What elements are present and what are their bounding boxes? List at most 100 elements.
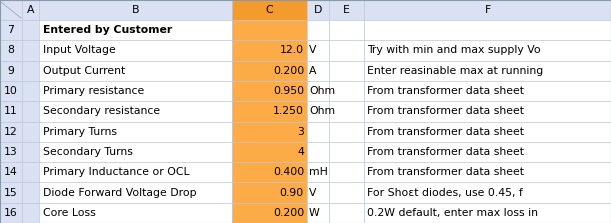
Bar bbox=[39, 142, 232, 162]
Bar bbox=[232, 0, 307, 20]
Text: 4: 4 bbox=[297, 147, 304, 157]
Bar bbox=[0, 182, 22, 203]
Bar bbox=[307, 20, 329, 40]
Bar bbox=[364, 162, 611, 182]
Bar bbox=[39, 122, 232, 142]
Bar bbox=[22, 61, 39, 81]
Text: 11: 11 bbox=[4, 106, 18, 116]
Bar bbox=[22, 0, 39, 20]
Text: Secondary resistance: Secondary resistance bbox=[43, 106, 160, 116]
Text: 0.200: 0.200 bbox=[273, 66, 304, 76]
Bar bbox=[39, 101, 232, 122]
Bar bbox=[232, 203, 307, 223]
Text: W: W bbox=[309, 208, 320, 218]
Bar bbox=[232, 142, 307, 162]
Bar bbox=[22, 20, 39, 40]
Bar bbox=[307, 40, 329, 61]
Text: Input Voltage: Input Voltage bbox=[43, 45, 115, 56]
Bar bbox=[329, 203, 364, 223]
Bar bbox=[364, 61, 611, 81]
Bar bbox=[232, 81, 307, 101]
Text: For Shoεt diodes, use 0.45, f: For Shoεt diodes, use 0.45, f bbox=[367, 188, 523, 198]
Bar bbox=[329, 162, 364, 182]
Text: 10: 10 bbox=[4, 86, 18, 96]
Text: 12: 12 bbox=[4, 127, 18, 137]
Bar bbox=[307, 203, 329, 223]
Text: 0.200: 0.200 bbox=[273, 208, 304, 218]
Text: Entered by Customer: Entered by Customer bbox=[43, 25, 172, 35]
Text: 14: 14 bbox=[4, 167, 18, 177]
Bar bbox=[39, 20, 232, 40]
Bar bbox=[307, 81, 329, 101]
Text: Secondary Turns: Secondary Turns bbox=[43, 147, 133, 157]
Bar bbox=[0, 40, 22, 61]
Bar bbox=[0, 81, 22, 101]
Bar bbox=[329, 40, 364, 61]
Text: 0.400: 0.400 bbox=[273, 167, 304, 177]
Text: 12.0: 12.0 bbox=[280, 45, 304, 56]
Text: V: V bbox=[309, 188, 316, 198]
Bar bbox=[39, 40, 232, 61]
Text: 0.90: 0.90 bbox=[280, 188, 304, 198]
Text: 3: 3 bbox=[297, 127, 304, 137]
Text: A: A bbox=[27, 5, 34, 15]
Bar bbox=[307, 61, 329, 81]
Bar bbox=[329, 101, 364, 122]
Text: 16: 16 bbox=[4, 208, 18, 218]
Text: 0.2W default, enter max loss in: 0.2W default, enter max loss in bbox=[367, 208, 538, 218]
Bar bbox=[22, 182, 39, 203]
Bar bbox=[364, 182, 611, 203]
Bar bbox=[364, 20, 611, 40]
Bar bbox=[0, 122, 22, 142]
Text: Enter reasinable max at running: Enter reasinable max at running bbox=[367, 66, 543, 76]
Bar bbox=[364, 122, 611, 142]
Bar bbox=[39, 0, 232, 20]
Text: From transformer data sheet: From transformer data sheet bbox=[367, 167, 524, 177]
Bar bbox=[364, 101, 611, 122]
Text: 15: 15 bbox=[4, 188, 18, 198]
Text: Ohm: Ohm bbox=[309, 86, 335, 96]
Text: mH: mH bbox=[309, 167, 328, 177]
Bar bbox=[232, 162, 307, 182]
Text: From transformer data sheet: From transformer data sheet bbox=[367, 147, 524, 157]
Bar bbox=[232, 20, 307, 40]
Text: D: D bbox=[314, 5, 322, 15]
Bar bbox=[329, 122, 364, 142]
Bar bbox=[329, 0, 364, 20]
Text: Output Current: Output Current bbox=[43, 66, 125, 76]
Bar bbox=[22, 40, 39, 61]
Bar bbox=[364, 142, 611, 162]
Bar bbox=[39, 81, 232, 101]
Bar bbox=[0, 142, 22, 162]
Bar bbox=[39, 203, 232, 223]
Bar bbox=[307, 182, 329, 203]
Bar bbox=[329, 61, 364, 81]
Bar bbox=[307, 142, 329, 162]
Bar bbox=[364, 81, 611, 101]
Bar bbox=[39, 182, 232, 203]
Bar bbox=[22, 162, 39, 182]
Bar bbox=[364, 203, 611, 223]
Text: 13: 13 bbox=[4, 147, 18, 157]
Text: F: F bbox=[485, 5, 491, 15]
Text: From transformer data sheet: From transformer data sheet bbox=[367, 86, 524, 96]
Bar bbox=[329, 81, 364, 101]
Bar bbox=[0, 61, 22, 81]
Bar bbox=[0, 20, 22, 40]
Bar bbox=[232, 101, 307, 122]
Text: Primary Turns: Primary Turns bbox=[43, 127, 117, 137]
Bar bbox=[39, 162, 232, 182]
Bar bbox=[22, 81, 39, 101]
Bar bbox=[329, 142, 364, 162]
Text: From transformer data sheet: From transformer data sheet bbox=[367, 106, 524, 116]
Text: Core Loss: Core Loss bbox=[43, 208, 96, 218]
Text: 8: 8 bbox=[7, 45, 15, 56]
Bar bbox=[307, 122, 329, 142]
Bar bbox=[22, 203, 39, 223]
Bar bbox=[0, 101, 22, 122]
Text: 1.250: 1.250 bbox=[273, 106, 304, 116]
Bar bbox=[22, 142, 39, 162]
Text: 7: 7 bbox=[7, 25, 15, 35]
Text: 9: 9 bbox=[7, 66, 15, 76]
Bar bbox=[232, 122, 307, 142]
